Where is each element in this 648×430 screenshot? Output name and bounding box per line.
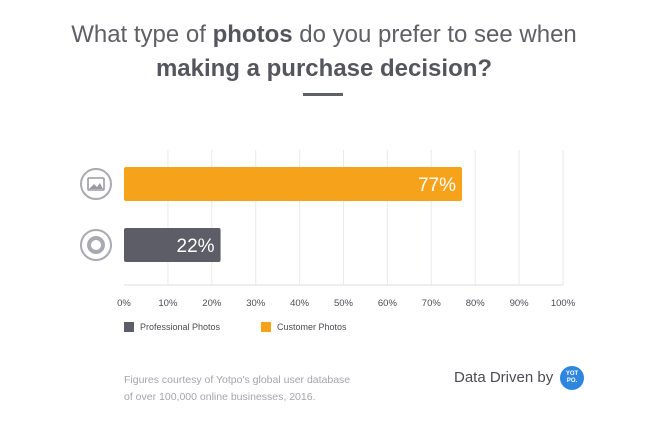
yotpo-logo-line-1: YOT (565, 371, 579, 377)
title-underline (303, 93, 343, 96)
legend-item-customer: Customer Photos (261, 322, 347, 332)
chart-title: What type of photos do you prefer to see… (0, 18, 648, 86)
x-tick-label: 90% (510, 298, 530, 309)
title-bold-2: making a purchase decision? (155, 55, 493, 82)
x-tick-label: 30% (246, 298, 266, 309)
bar-customer-photos (124, 167, 463, 201)
x-tick-label: 20% (202, 298, 222, 309)
title-text-2: do you prefer to see when (292, 21, 577, 48)
brand-text: Data Driven by (454, 369, 554, 386)
x-tick-label: 50% (334, 298, 354, 309)
image-icon-mountain (89, 183, 103, 189)
yotpo-logo: YOT PO. (560, 366, 584, 390)
x-tick-label: 10% (158, 298, 178, 309)
legend-swatch-customer (261, 322, 271, 332)
title-text-1: What type of (71, 21, 213, 48)
x-tick-label: 40% (290, 298, 310, 309)
footnote-line-2: of over 100,000 online businesses, 2016. (124, 391, 316, 403)
footnote-line-1: Figures courtesy of Yotpo's global user … (124, 374, 351, 386)
image-icon-frame (87, 177, 105, 191)
footnote: Figures courtesy of Yotpo's global user … (124, 372, 394, 406)
legend-label-customer: Customer Photos (277, 322, 347, 332)
bar-value-label: 22% (177, 236, 215, 257)
x-tick-label: 100% (551, 298, 576, 309)
x-tick-label: 70% (422, 298, 442, 309)
title-bold-1: photos (212, 21, 293, 48)
x-tick-label: 80% (466, 298, 486, 309)
x-tick-label: 0% (117, 298, 131, 309)
title-line-1: What type of photos do you prefer to see… (0, 18, 648, 52)
legend-item-professional: Professional Photos (124, 322, 220, 332)
image-icon (80, 168, 112, 200)
bar-value-label: 77% (418, 175, 456, 196)
legend-swatch-professional (124, 322, 134, 332)
title-line-2: making a purchase decision? (0, 52, 648, 86)
x-tick-label: 60% (378, 298, 398, 309)
bar-professional-photos (124, 228, 221, 262)
yotpo-logo-line-2: PO. (566, 378, 578, 384)
camera-lens-inner (91, 240, 101, 250)
legend-label-professional: Professional Photos (140, 322, 221, 332)
